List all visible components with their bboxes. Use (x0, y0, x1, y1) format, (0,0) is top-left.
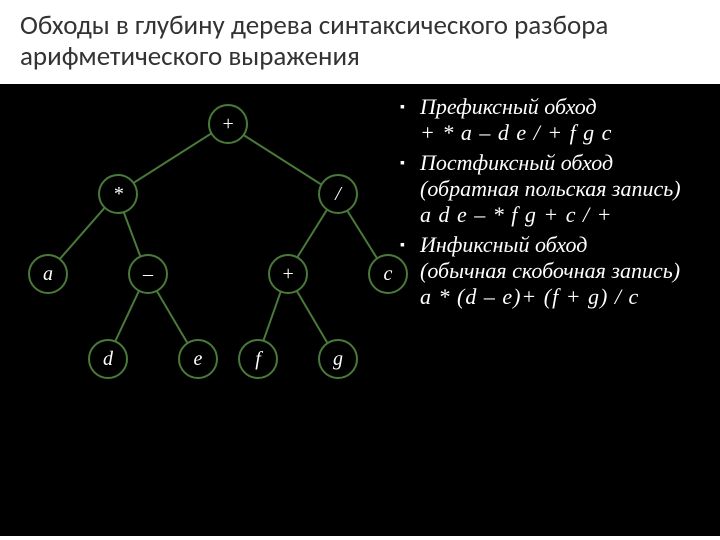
tree-node-e: e (178, 339, 218, 379)
tree-node-c: c (368, 254, 408, 294)
traversal-item: Префиксный обход+ * a – d e / + f g c (400, 94, 710, 146)
traversal-list: Префиксный обход+ * a – d e / + f g cПос… (400, 94, 710, 314)
title-bar: Обходы в глубину дерева синтаксического … (0, 0, 720, 84)
syntax-tree: +*/a–+cdefg (0, 84, 400, 464)
tree-node-minus: – (128, 254, 168, 294)
tree-node-div: / (318, 174, 358, 214)
traversal-expression: a * (d – e)+ (f + g) / c (400, 284, 710, 310)
tree-node-a: a (28, 254, 68, 294)
tree-node-plus2: + (268, 254, 308, 294)
traversal-expression: a d e – * f g + c / + (400, 202, 710, 228)
tree-node-f: f (238, 339, 278, 379)
traversal-expression: + * a – d e / + f g c (400, 120, 710, 146)
traversal-item: Инфиксный обход(обычная скобочная запись… (400, 232, 710, 310)
tree-node-d: d (88, 339, 128, 379)
traversal-item: Постфиксный обход(обратная польская запи… (400, 150, 710, 228)
traversal-title: Префиксный обход (400, 94, 710, 120)
traversal-title: Постфиксный обход (400, 150, 710, 176)
tree-node-root: + (208, 104, 248, 144)
tree-node-mul: * (98, 174, 138, 214)
tree-node-g: g (318, 339, 358, 379)
slide-title: Обходы в глубину дерева синтаксического … (20, 10, 700, 72)
traversal-subtitle: (обратная польская запись) (400, 176, 710, 202)
traversal-subtitle: (обычная скобочная запись) (400, 258, 710, 284)
slide: Обходы в глубину дерева синтаксического … (0, 0, 720, 540)
content-area: + * / a – + c d efg Префиксный обход+ * a – d e … (0, 84, 720, 536)
traversal-title: Инфиксный обход (400, 232, 710, 258)
